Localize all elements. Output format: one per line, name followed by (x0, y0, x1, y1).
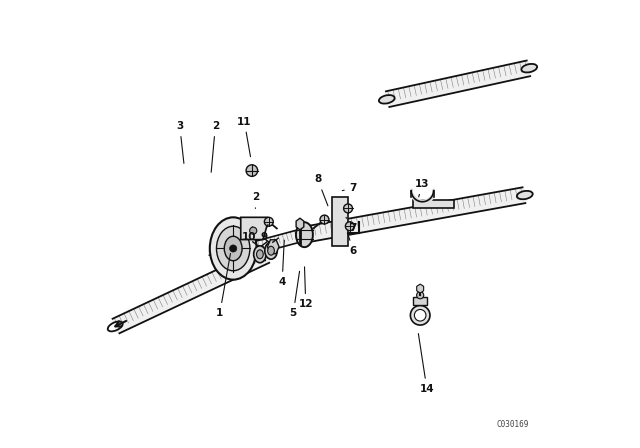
Polygon shape (385, 60, 531, 107)
Ellipse shape (210, 217, 257, 280)
Circle shape (264, 217, 273, 226)
Text: 4: 4 (278, 240, 286, 287)
Text: 14: 14 (419, 334, 434, 394)
Ellipse shape (522, 64, 537, 73)
Text: 3: 3 (176, 121, 184, 164)
Text: 11: 11 (237, 116, 252, 157)
Ellipse shape (268, 246, 275, 255)
FancyBboxPatch shape (332, 197, 348, 246)
Text: 8: 8 (314, 174, 328, 206)
Polygon shape (209, 245, 267, 260)
Polygon shape (255, 229, 304, 253)
Circle shape (320, 215, 329, 224)
Ellipse shape (379, 95, 395, 103)
Text: C030169: C030169 (497, 420, 529, 429)
Text: 2: 2 (252, 192, 259, 208)
Text: 7: 7 (346, 217, 357, 233)
Text: 9: 9 (260, 224, 268, 242)
Ellipse shape (253, 246, 266, 263)
Text: 5: 5 (290, 271, 300, 318)
Ellipse shape (257, 250, 263, 259)
Polygon shape (296, 218, 304, 230)
Text: 1: 1 (216, 254, 230, 318)
Circle shape (246, 165, 258, 177)
Text: 10: 10 (241, 227, 256, 242)
Text: 2: 2 (211, 121, 219, 172)
Polygon shape (417, 284, 424, 293)
Circle shape (414, 310, 426, 321)
Ellipse shape (224, 236, 242, 261)
Circle shape (410, 306, 430, 325)
Ellipse shape (216, 226, 250, 271)
Polygon shape (413, 297, 427, 306)
Text: 6: 6 (348, 233, 357, 256)
Circle shape (250, 227, 257, 234)
Polygon shape (301, 187, 526, 243)
Polygon shape (112, 248, 270, 334)
Ellipse shape (517, 191, 532, 199)
Polygon shape (241, 217, 268, 240)
Polygon shape (268, 240, 279, 254)
Circle shape (230, 245, 237, 252)
Ellipse shape (296, 222, 313, 247)
Text: 12: 12 (298, 267, 313, 309)
Ellipse shape (265, 242, 277, 259)
Text: 13: 13 (415, 179, 429, 197)
Text: 7: 7 (342, 183, 357, 194)
Circle shape (344, 204, 353, 213)
Circle shape (346, 222, 355, 231)
Circle shape (417, 292, 424, 299)
Polygon shape (413, 199, 454, 208)
